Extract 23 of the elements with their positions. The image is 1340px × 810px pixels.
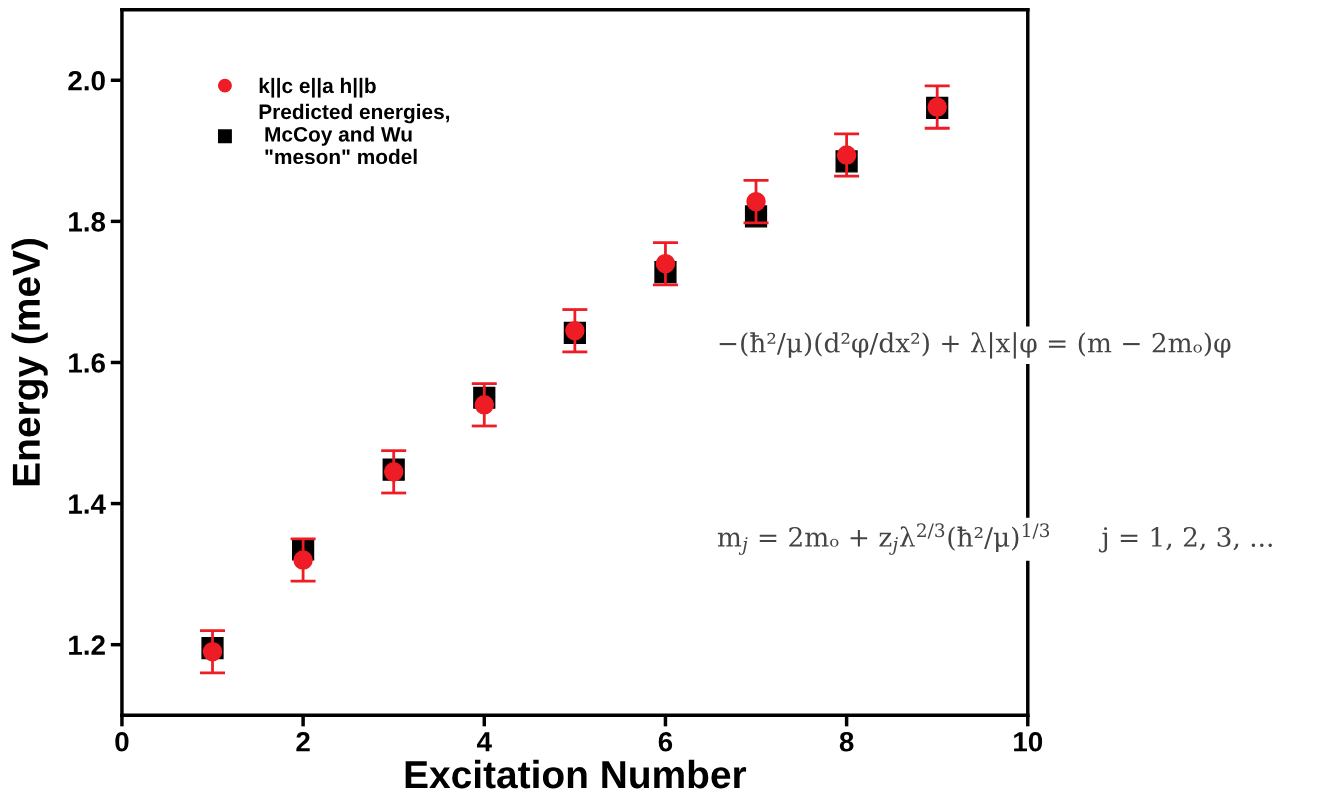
x-tick-label: 0 [115, 731, 129, 752]
legend-label: k||c e||a h||b [259, 77, 376, 98]
text: m$_{j}$ = 2mₒ + z$_{j}$λ$^{2/3}$(ħ²/μ)$^{1/3}$ j = 1, 2, 3, ... [717, 523, 1272, 555]
point [655, 253, 676, 274]
x-tick-label: 4 [476, 732, 492, 752]
x-axis-title: Excitation Number [405, 759, 747, 789]
y-axis-title: Energy (meV) [11, 239, 48, 486]
x-tick-label: 10 [1014, 731, 1043, 752]
legend-label: Predicted energies, McCoy and Wu "meson" model [259, 103, 450, 165]
y-tick-label: 1.4 [69, 494, 106, 514]
x-tick-label: 2 [296, 731, 310, 752]
y-tick-label: 1.2 [69, 635, 105, 655]
point [746, 191, 766, 212]
x-tick-label: 6 [658, 731, 673, 752]
y-tick-label: 2.0 [68, 70, 105, 91]
y-tick-label: 1.8 [69, 212, 106, 232]
x-tick-label: 8 [839, 731, 854, 752]
point [202, 642, 223, 662]
annotation: −(ħ²/μ)(d²φ/dx²) + λ|x|φ = (m − 2mₒ)φ [719, 332, 1231, 359]
y-tick-label: 1.6 [69, 353, 105, 373]
point [836, 145, 857, 165]
point [293, 550, 313, 570]
point [474, 395, 494, 415]
